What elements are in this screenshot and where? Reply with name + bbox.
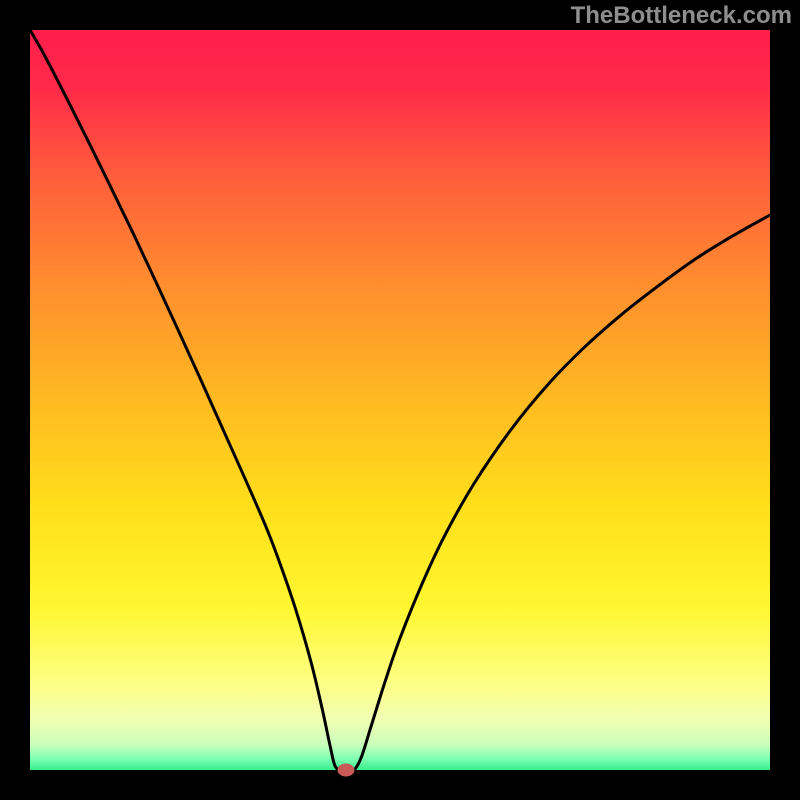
bottleneck-chart (0, 0, 800, 800)
watermark-text: TheBottleneck.com (571, 2, 792, 30)
plot-background (30, 30, 770, 770)
minimum-marker (338, 764, 354, 776)
